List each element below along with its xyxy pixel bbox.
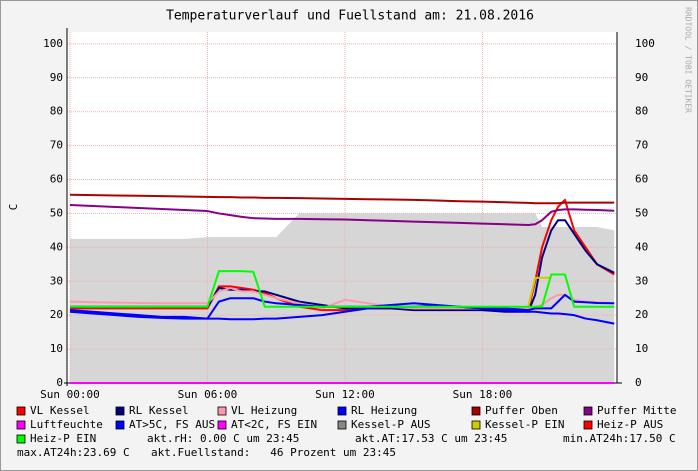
x-tick-label: Sun 06:00 (178, 388, 238, 401)
side-text: RRDTOOL / TOBI OETIKER (684, 7, 693, 113)
legend-label: Luftfeuchte (30, 418, 103, 431)
chart-title: Temperaturverlauf und Fuellstand am: 21.… (166, 9, 534, 24)
legend-swatch (16, 434, 26, 444)
x-tick-label: Sun 00:00 (40, 388, 100, 401)
info-text: akt.rH: 0.00 C um 23:45 (147, 432, 299, 445)
legend-swatch (115, 406, 125, 416)
x-tick-label: Sun 18:00 (453, 388, 513, 401)
y2-tick-label: 40 (635, 240, 648, 253)
legend-label: Heiz-P AUS (597, 418, 663, 431)
legend-swatch (217, 420, 227, 430)
legend-label: RL Kessel (129, 404, 189, 417)
y2-tick-label: 60 (635, 173, 648, 186)
series-line (69, 270, 615, 308)
series-line (69, 203, 615, 226)
series-line (527, 276, 552, 307)
y-tick-label: 40 (50, 240, 63, 253)
y-tick-label: 70 (50, 139, 63, 152)
y2-tick-label: 20 (635, 308, 648, 321)
legend-swatch (471, 420, 481, 430)
legend-swatch (115, 420, 125, 430)
y2-tick-label: 70 (635, 139, 648, 152)
info-text: min.AT24h:17.50 C (563, 432, 676, 445)
legend-swatch (337, 406, 347, 416)
info-text: akt.AT:17.53 C um 23:45 (355, 432, 507, 445)
y-tick-label: 100 (43, 37, 63, 50)
y-tick-label: 0 (56, 376, 63, 389)
legend-label: VL Heizung (231, 404, 297, 417)
legend-label: Puffer Mitte (597, 404, 676, 417)
y2-tick-label: 50 (635, 206, 648, 219)
info-text: akt.Fuellstand: 46 Prozent um 23:45 (151, 446, 396, 459)
legend-label: Puffer Oben (485, 404, 558, 417)
legend-label: VL Kessel (30, 404, 90, 417)
fill-area (69, 213, 615, 383)
y-tick-label: 30 (50, 274, 63, 287)
y-axis-label: C (7, 204, 20, 211)
legend-swatch (471, 406, 481, 416)
y-tick-label: 10 (50, 342, 63, 355)
legend-label: AT>5C, FS AUS (129, 418, 215, 431)
y-tick-label: 60 (50, 173, 63, 186)
y2-tick-label: 10 (635, 342, 648, 355)
legend-swatch (217, 406, 227, 416)
y2-tick-label: 30 (635, 274, 648, 287)
legend-label: RL Heizung (351, 404, 417, 417)
legend-label: Kessel-P EIN (485, 418, 564, 431)
legend-swatch (583, 420, 593, 430)
legend-swatch (583, 406, 593, 416)
y-tick-label: 50 (50, 206, 63, 219)
legend-label: Kessel-P AUS (351, 418, 430, 431)
legend-swatch (16, 406, 26, 416)
series-line (69, 193, 615, 205)
x-tick-label: Sun 12:00 (315, 388, 375, 401)
y2-tick-label: 80 (635, 105, 648, 118)
legend-swatch (337, 420, 347, 430)
series-line (69, 304, 615, 325)
y2-tick-label: 90 (635, 71, 648, 84)
series-line (69, 287, 615, 310)
legend-swatch (16, 420, 26, 430)
y2-tick-label: 100 (635, 37, 655, 50)
y-tick-label: 20 (50, 308, 63, 321)
y-tick-label: 80 (50, 105, 63, 118)
y-tick-label: 90 (50, 71, 63, 84)
y2-tick-label: 0 (635, 376, 642, 389)
legend-label: AT<2C, FS EIN (231, 418, 317, 431)
legend-label: Heiz-P EIN (30, 432, 96, 445)
info-text: max.AT24h:23.69 C (17, 446, 130, 459)
